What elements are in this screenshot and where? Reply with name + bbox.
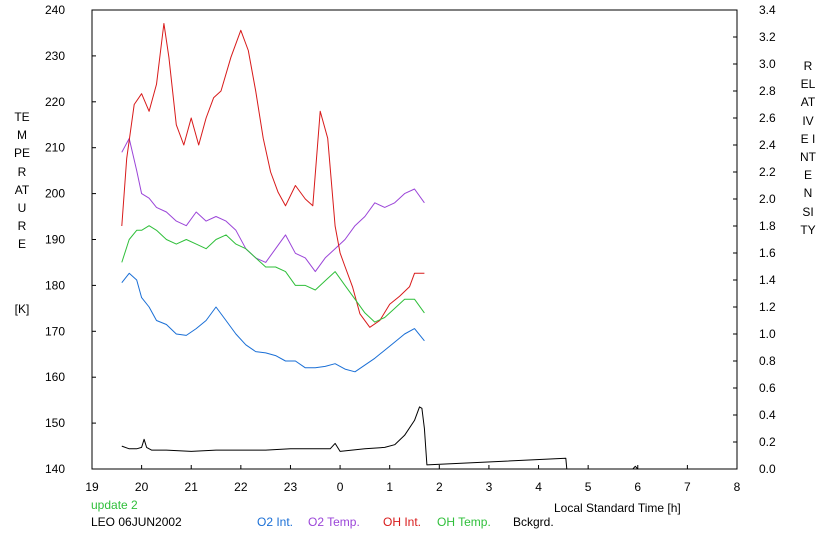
legend-oh-int: OH Int. xyxy=(383,515,422,529)
x-tick-label: 21 xyxy=(185,480,199,494)
y-left-tick-label: 210 xyxy=(45,141,65,155)
x-tick-label: 20 xyxy=(135,480,149,494)
y-left-tick-label: 190 xyxy=(45,233,65,247)
series-line-o2-int xyxy=(121,272,425,373)
x-tick-label: 3 xyxy=(486,480,493,494)
y-right-tick-label: 1.4 xyxy=(759,273,776,287)
x-tick-label: 22 xyxy=(234,480,248,494)
y-right-tick-label: 2.4 xyxy=(759,138,776,152)
status-text: update 2 xyxy=(91,498,138,512)
x-tick-label: 4 xyxy=(535,480,542,494)
y-right-tick-label: 1.6 xyxy=(759,246,776,260)
series-line-oh-int xyxy=(121,23,425,328)
y-right-tick-label: 3.0 xyxy=(759,57,776,71)
y-left-tick-label: 220 xyxy=(45,95,65,109)
x-tick-label: 1 xyxy=(386,480,393,494)
legend-bckgrd: Bckgrd. xyxy=(513,515,554,529)
y-right-tick-label: 0.8 xyxy=(759,354,776,368)
y-right-tick-label: 3.4 xyxy=(759,3,776,17)
y-right-tick-label: 0.0 xyxy=(759,462,776,476)
series-line-oh-temp xyxy=(121,225,425,323)
y-left-tick-label: 200 xyxy=(45,187,65,201)
y-left-tick-label: 150 xyxy=(45,416,65,430)
y-left-tick-label: 240 xyxy=(45,3,65,17)
y-left-tick-label: 180 xyxy=(45,278,65,292)
legend-o2-temp: O2 Temp. xyxy=(308,515,360,529)
x-tick-label: 7 xyxy=(684,480,691,494)
y-left-tick-label: 170 xyxy=(45,324,65,338)
x-tick-label: 23 xyxy=(284,480,298,494)
y-right-tick-label: 0.6 xyxy=(759,381,776,395)
y-right-tick-label: 0.4 xyxy=(759,408,776,422)
x-tick-label: 5 xyxy=(585,480,592,494)
y-right-tick-label: 1.8 xyxy=(759,219,776,233)
x-tick-label: 19 xyxy=(85,480,99,494)
x-tick-label: 2 xyxy=(436,480,443,494)
y-right-tick-label: 1.0 xyxy=(759,327,776,341)
legend-o2-int: O2 Int. xyxy=(257,515,294,529)
axes-layer: 19 20 21 22 23 0 1 2 3 4 5 6 7 8140150160170180190200… xyxy=(45,3,776,494)
y-left-tick-label: 140 xyxy=(45,462,65,476)
y-left-unit-label: [K] xyxy=(14,302,30,316)
y-right-tick-label: 2.8 xyxy=(759,84,776,98)
y-left-tick-label: 230 xyxy=(45,49,65,63)
y-left-axis-label: TEMPERATURE xyxy=(14,110,31,252)
station-date-label: LEO 06JUN2002 xyxy=(91,515,182,529)
x-tick-label: 0 xyxy=(337,480,344,494)
y-right-tick-label: 2.0 xyxy=(759,192,776,206)
y-right-tick-label: 3.2 xyxy=(759,30,776,44)
series-line-bckgrd xyxy=(121,406,639,470)
y-right-tick-label: 0.2 xyxy=(759,435,776,449)
y-right-axis-label: RELATIVE INTENSITY xyxy=(800,59,816,237)
plot-frame xyxy=(91,9,738,470)
legend-oh-temp: OH Temp. xyxy=(437,515,491,529)
y-left-tick-label: 160 xyxy=(45,370,65,384)
x-tick-label: 6 xyxy=(634,480,641,494)
series-line-o2-temp xyxy=(121,138,425,273)
x-axis-label: Local Standard Time [h] xyxy=(554,501,681,515)
series-layer xyxy=(121,23,639,470)
x-tick-label: 8 xyxy=(734,480,741,494)
y-right-tick-label: 2.6 xyxy=(759,111,776,125)
y-right-tick-label: 1.2 xyxy=(759,300,776,314)
y-right-tick-label: 2.2 xyxy=(759,165,776,179)
